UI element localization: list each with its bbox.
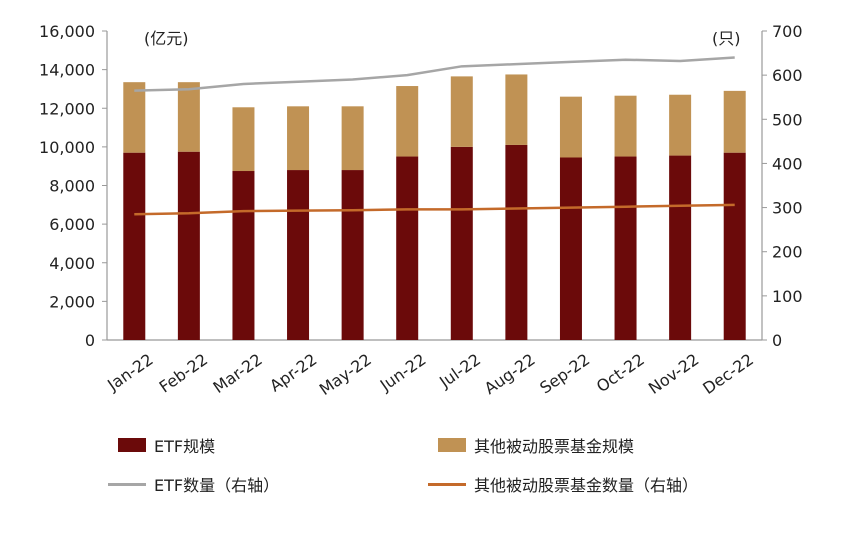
- legend-swatch-etf-size: [118, 438, 146, 452]
- left-tick-label: 12,000: [39, 99, 95, 118]
- bar-other-size: [669, 94, 692, 156]
- bar-other-size: [505, 74, 528, 145]
- legend-etf-count: ETF数量（右轴）: [108, 472, 279, 496]
- legend-label-other-size: 其他被动股票基金规模: [474, 437, 635, 456]
- right-tick-label: 200: [772, 243, 803, 262]
- left-tick-label: 16,000: [39, 22, 95, 41]
- bar-other-size: [614, 95, 637, 157]
- right-tick-label: 700: [772, 22, 803, 41]
- right-axis-unit: (只): [712, 29, 741, 48]
- bar-etf-size: [287, 170, 310, 340]
- legend-swatch-other-size: [438, 438, 466, 452]
- legend-swatch-etf-count: [108, 482, 146, 486]
- x-tick-label: Sep-22: [536, 350, 593, 398]
- legend-label-etf-count: ETF数量（右轴）: [154, 476, 280, 495]
- bar-etf-size: [505, 144, 528, 340]
- right-tick-label: 400: [772, 154, 803, 173]
- line-other-count: [134, 203, 735, 216]
- bar-etf-size: [559, 157, 582, 340]
- left-tick-label: 4,000: [49, 254, 95, 273]
- right-tick-label: 100: [772, 287, 803, 306]
- x-tick-label: Mar-22: [210, 350, 266, 397]
- bar-other-size: [232, 107, 255, 172]
- x-tick-label: Jan-22: [103, 350, 156, 395]
- legend-etf-size: ETF规模: [118, 433, 215, 457]
- x-tick-label: Jun-22: [376, 350, 430, 395]
- x-tick-label: Oct-22: [593, 350, 648, 396]
- bar-etf-size: [723, 152, 746, 340]
- bar-other-size: [450, 76, 473, 147]
- bar-other-size: [341, 106, 364, 171]
- bar-other-size: [177, 82, 200, 152]
- right-tick-label: 600: [772, 66, 803, 85]
- right-tick-label: 300: [772, 199, 803, 218]
- right-tick-label: 0: [772, 331, 782, 350]
- x-tick-label: Feb-22: [156, 350, 212, 397]
- bar-etf-size: [123, 152, 146, 340]
- left-tick-label: 2,000: [49, 292, 95, 311]
- left-tick-label: 0: [85, 331, 95, 350]
- right-tick-label: 500: [772, 110, 803, 129]
- left-tick-label: 10,000: [39, 138, 95, 157]
- bar-etf-size: [450, 146, 473, 340]
- left-axis-unit: (亿元): [144, 29, 189, 48]
- left-tick-label: 8,000: [49, 177, 95, 196]
- bar-etf-size: [669, 155, 692, 340]
- bar-other-size: [723, 90, 746, 153]
- bar-other-size: [287, 106, 310, 171]
- bar-etf-size: [614, 156, 637, 340]
- x-tick-label: Apr-22: [266, 350, 320, 396]
- legend-other-size: 其他被动股票基金规模: [438, 433, 634, 457]
- x-tick-label: Dec-22: [699, 350, 757, 398]
- x-tick-label: Nov-22: [645, 350, 703, 398]
- bar-etf-size: [396, 156, 419, 340]
- x-tick-label: Aug-22: [481, 350, 539, 398]
- legend-label-other-count: 其他被动股票基金数量（右轴）: [474, 476, 699, 495]
- legend-label-etf-size: ETF规模: [154, 437, 216, 456]
- left-tick-label: 6,000: [49, 215, 95, 234]
- bar-other-size: [559, 96, 582, 158]
- x-tick-label: May-22: [316, 350, 375, 399]
- bar-etf-size: [341, 170, 364, 340]
- bar-other-size: [396, 86, 419, 157]
- legend-swatch-other-count: [428, 482, 466, 486]
- bar-etf-size: [177, 151, 200, 340]
- left-tick-label: 14,000: [39, 61, 95, 80]
- legend-other-count: 其他被动股票基金数量（右轴）: [428, 472, 698, 496]
- bar-other-size: [123, 82, 146, 153]
- line-etf-count: [134, 56, 735, 92]
- x-tick-label: Jul-22: [435, 350, 484, 392]
- bar-etf-size: [232, 171, 255, 340]
